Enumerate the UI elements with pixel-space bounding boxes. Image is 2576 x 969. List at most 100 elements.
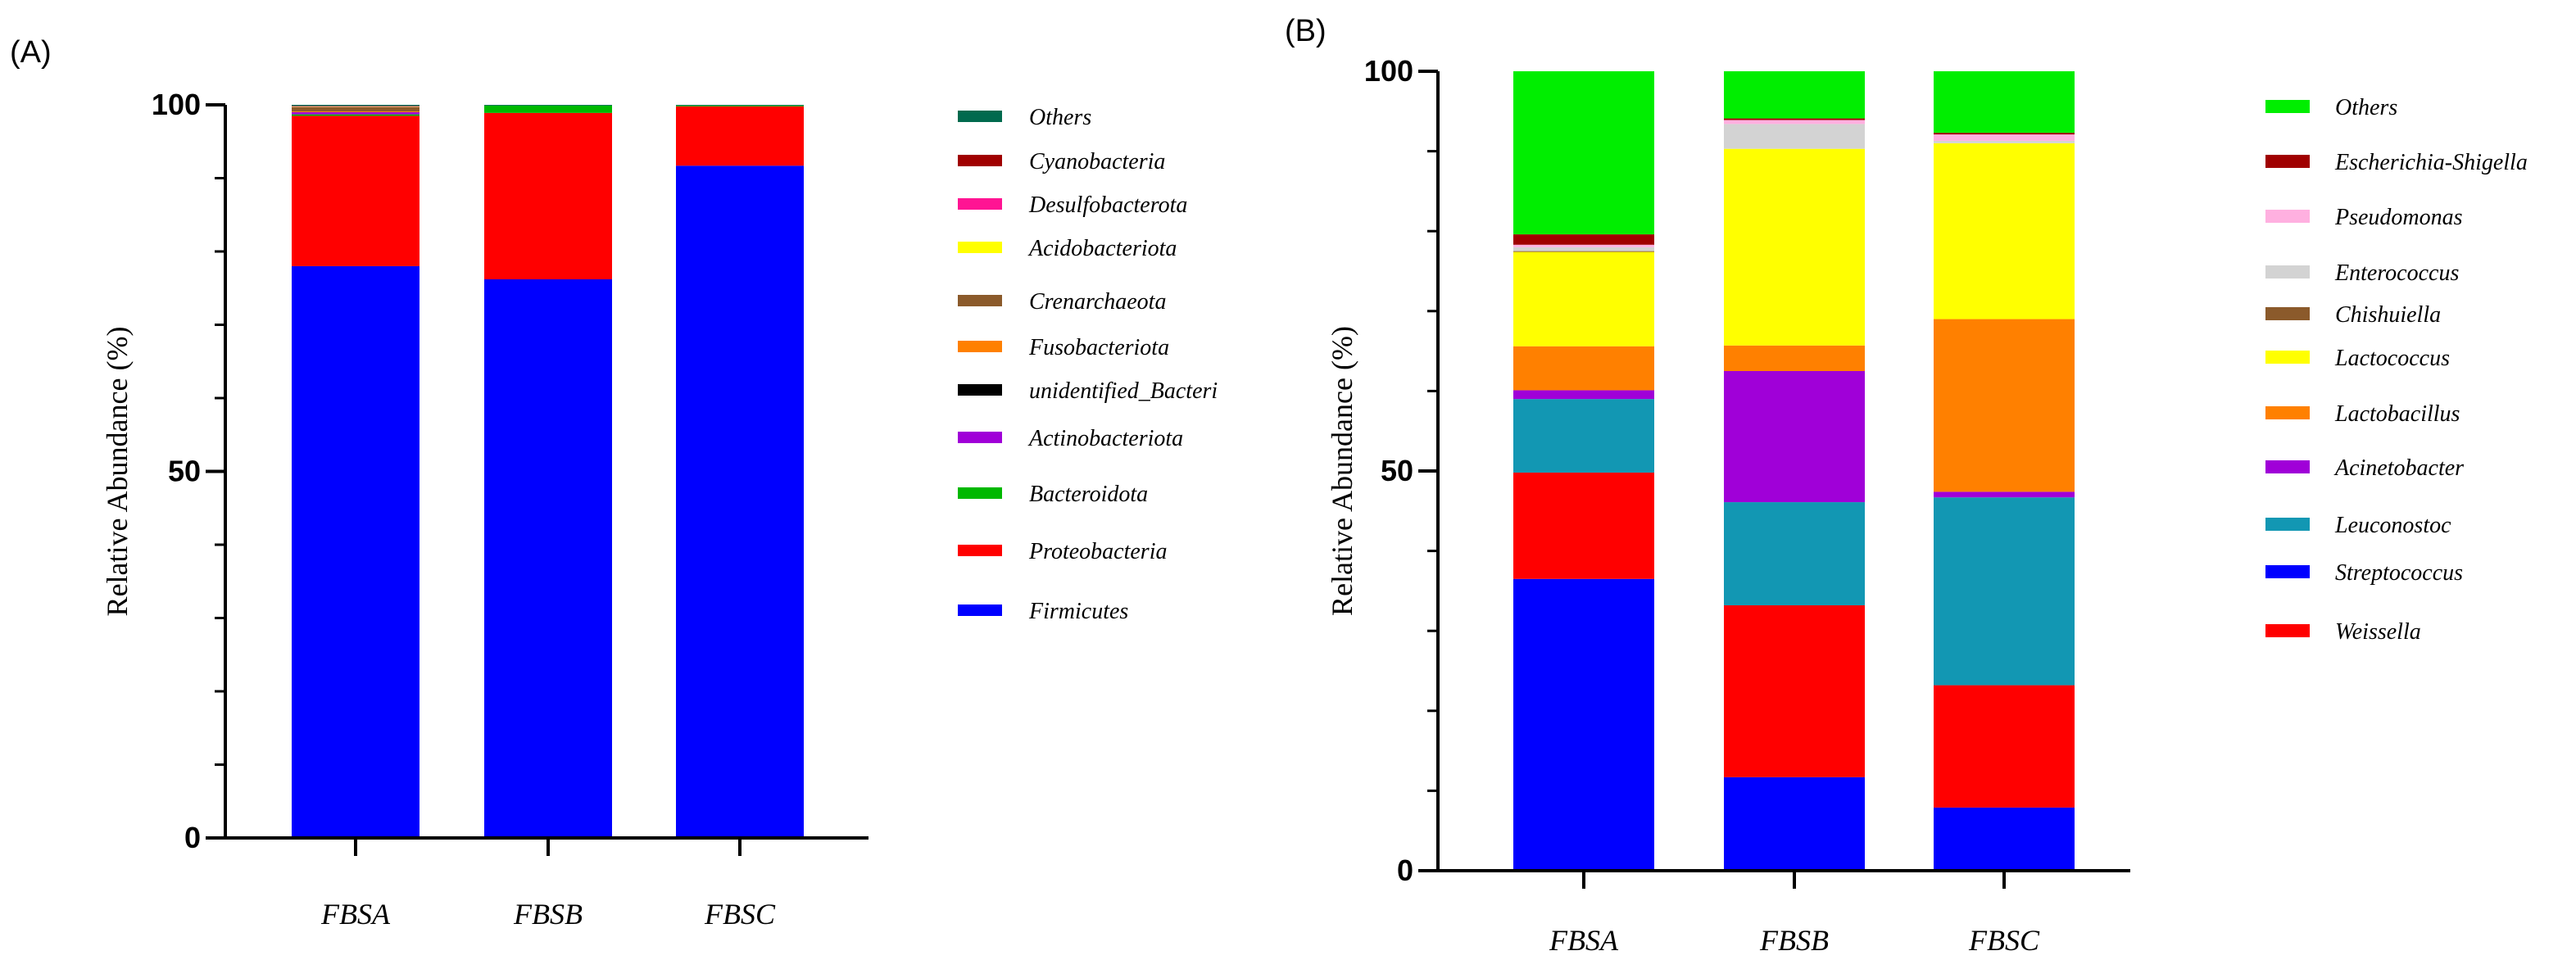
panel-b-legend-swatch-lactobacillus xyxy=(2265,406,2310,419)
panel-a-legend-label-actinobacteriota: Actinobacteriota xyxy=(1027,426,1183,451)
panel-b-bar-fbsc-lactococcus xyxy=(1934,143,2075,319)
panel-b-bar-fbsb-others xyxy=(1724,71,1865,119)
panel-b-bar-fbsc-others xyxy=(1934,71,2075,134)
panel-a-bar-fbsa-others xyxy=(292,105,420,106)
panel-b-bar-fbsc-leuconostoc xyxy=(1934,497,2075,686)
panel-b-legend-swatch-lactococcus xyxy=(2265,351,2310,364)
panel-b-bar-fbsb-lactobacillus xyxy=(1724,345,1865,371)
panel-b-label: (B) xyxy=(1285,14,1327,48)
panel-b-legend-label-weissella: Weissella xyxy=(2335,619,2421,645)
panel-b-bar-fbsa-escherichia-shigella xyxy=(1513,234,1654,245)
panel-b-bar-fbsa-chishuiella xyxy=(1513,251,1654,252)
panel-b-bar-fbsb-leuconostoc xyxy=(1724,502,1865,605)
panel-b-bar-fbsc-acinetobacter xyxy=(1934,491,2075,498)
panel-b-bar-fbsa-weissella xyxy=(1513,472,1654,579)
panel-b-bar-fbsb-acinetobacter xyxy=(1724,371,1865,503)
panel-b-bar-fbsc-enterococcus xyxy=(1934,140,2075,143)
panel-b-y-axis-title: Relative Abundance (%) xyxy=(1326,326,1358,616)
panel-a-legend-swatch-cyanobacteria xyxy=(958,155,1002,166)
panel-b-category-label-fbsb: FBSB xyxy=(1759,924,1829,957)
panel-a-bar-fbsc-firmicutes xyxy=(676,165,804,838)
panel-a-category-label-fbsa: FBSA xyxy=(320,898,391,931)
panel-b-bar-fbsc-streptococcus xyxy=(1934,807,2075,871)
panel-b-bar-fbsa-streptococcus xyxy=(1513,578,1654,871)
panel-b-bar-fbsa-lactobacillus xyxy=(1513,346,1654,391)
panel-a-label: (A) xyxy=(10,35,52,70)
panel-a-bar-fbsc-proteobacteria xyxy=(676,106,804,166)
panel-a-y-axis-title: Relative Abundance (%) xyxy=(101,327,134,617)
panel-a-bar-fbsa-proteobacteria xyxy=(292,115,420,266)
panel-b-y-tick-label-50: 50 xyxy=(1381,454,1413,487)
panel-a-legend-swatch-fusobacteriota xyxy=(958,341,1002,352)
panel-b-legend-swatch-acinetobacter xyxy=(2265,460,2310,473)
panel-a-y-tick-label-50: 50 xyxy=(168,455,201,488)
panel-b-legend-swatch-streptococcus xyxy=(2265,565,2310,578)
panel-b-bar-fbsc-weissella xyxy=(1934,685,2075,808)
panel-b-legend-swatch-others xyxy=(2265,100,2310,113)
panel-b-legend-swatch-weissella xyxy=(2265,624,2310,637)
panel-b-legend-label-streptococcus: Streptococcus xyxy=(2335,560,2463,586)
panel-b-legend-label-lactococcus: Lactococcus xyxy=(2334,346,2450,371)
panel-b-category-label-fbsa: FBSA xyxy=(1549,924,1619,957)
panel-a-legend-label-firmicutes: Firmicutes xyxy=(1028,599,1128,624)
panel-b-legend-label-lactobacillus: Lactobacillus xyxy=(2334,401,2460,427)
panel-a-legend-swatch-crenarchaeota xyxy=(958,295,1002,306)
panel-b-bar-fbsa-pseudomonas xyxy=(1513,244,1654,247)
panel-a-bar-fbsb-proteobacteria xyxy=(484,112,612,280)
panel-b-bar-fbsc-escherichia-shigella xyxy=(1934,133,2075,135)
panel-b-bar-fbsb-weissella xyxy=(1724,604,1865,777)
panel-b-category-label-fbsc: FBSC xyxy=(1968,924,2040,957)
panel-b-legend-label-pseudomonas: Pseudomonas xyxy=(2334,205,2463,230)
panel-b-legend-swatch-enterococcus xyxy=(2265,265,2310,278)
panel-a-legend-label-acidobacteriota: Acidobacteriota xyxy=(1027,236,1177,261)
panel-b-bar-fbsa-acinetobacter xyxy=(1513,390,1654,400)
panel-a-legend-label-cyanobacteria: Cyanobacteria xyxy=(1029,149,1165,174)
panel-b-bar-fbsc-lactobacillus xyxy=(1934,319,2075,492)
panel-b-legend-swatch-escherichia-shigella xyxy=(2265,155,2310,168)
panel-b-bar-fbsa-enterococcus xyxy=(1513,247,1654,251)
panel-b-bar-fbsa-leuconostoc xyxy=(1513,399,1654,473)
panel-b-legend-label-enterococcus: Enterococcus xyxy=(2334,260,2459,286)
panel-a-category-label-fbsb: FBSB xyxy=(513,898,583,931)
panel-b-legend-label-leuconostoc: Leuconostoc xyxy=(2334,513,2451,538)
panel-a-legend-label-desulfobacterota: Desulfobacterota xyxy=(1028,192,1187,218)
panel-a-bar-fbsa-bacteroidota xyxy=(292,114,420,116)
panel-a-bar-fbsa-actinobacteriota xyxy=(292,111,420,115)
panel-a-legend-swatch-firmicutes xyxy=(958,604,1002,616)
panel-b-legend-label-chishuiella: Chishuiella xyxy=(2335,302,2441,328)
panel-a-legend-label-unidentified-bacteri: unidentified_Bacteri xyxy=(1029,378,1218,404)
panel-a-legend-swatch-actinobacteriota xyxy=(958,432,1002,443)
panel-a-y-tick-label-0: 0 xyxy=(184,821,201,854)
panel-b-legend-swatch-leuconostoc xyxy=(2265,518,2310,531)
panel-b-bar-fbsb-enterococcus xyxy=(1724,124,1865,149)
panel-a-legend-swatch-acidobacteriota xyxy=(958,242,1002,253)
panel-b-legend-label-others: Others xyxy=(2335,95,2397,120)
panel-a-legend-swatch-proteobacteria xyxy=(958,545,1002,556)
panel-a-legend-swatch-others xyxy=(958,111,1002,122)
panel-b-bar-fbsb-escherichia-shigella xyxy=(1724,118,1865,120)
panel-b-bar-fbsb-pseudomonas xyxy=(1724,120,1865,125)
panel-b-bar-fbsc-pseudomonas xyxy=(1934,134,2075,141)
panel-a-legend-label-others: Others xyxy=(1029,105,1091,130)
panel-a-category-label-fbsc: FBSC xyxy=(704,898,776,931)
panel-a-bar-fbsa-fusobacteriota xyxy=(292,111,420,112)
panel-a-legend-label-fusobacteriota: Fusobacteriota xyxy=(1028,335,1169,360)
panel-a-y-tick-label-100: 100 xyxy=(152,88,201,121)
panel-a-bar-fbsb-bacteroidota xyxy=(484,105,612,113)
panel-a-bar-fbsc-others xyxy=(676,105,804,106)
panel-b-legend-swatch-pseudomonas xyxy=(2265,210,2310,223)
panel-a-legend-label-proteobacteria: Proteobacteria xyxy=(1028,539,1167,564)
panel-a-legend-label-crenarchaeota: Crenarchaeota xyxy=(1029,289,1166,315)
panel-a-bar-fbsb-firmicutes xyxy=(484,279,612,838)
panel-a-legend-swatch-unidentified-bacteri xyxy=(958,384,1002,396)
panel-b-legend-swatch-chishuiella xyxy=(2265,307,2310,320)
panel-b-y-tick-label-100: 100 xyxy=(1364,54,1413,88)
panel-a-bar-fbsa-firmicutes xyxy=(292,265,420,838)
panel-a-legend-swatch-bacteroidota xyxy=(958,487,1002,499)
panel-b-bar-fbsa-lactococcus xyxy=(1513,251,1654,346)
panel-a-bar-fbsb-others xyxy=(484,105,612,106)
panel-b-bar-fbsb-lactococcus xyxy=(1724,148,1865,346)
panel-b-y-tick-label-0: 0 xyxy=(1397,854,1413,887)
panel-b-bar-fbsa-others xyxy=(1513,71,1654,235)
